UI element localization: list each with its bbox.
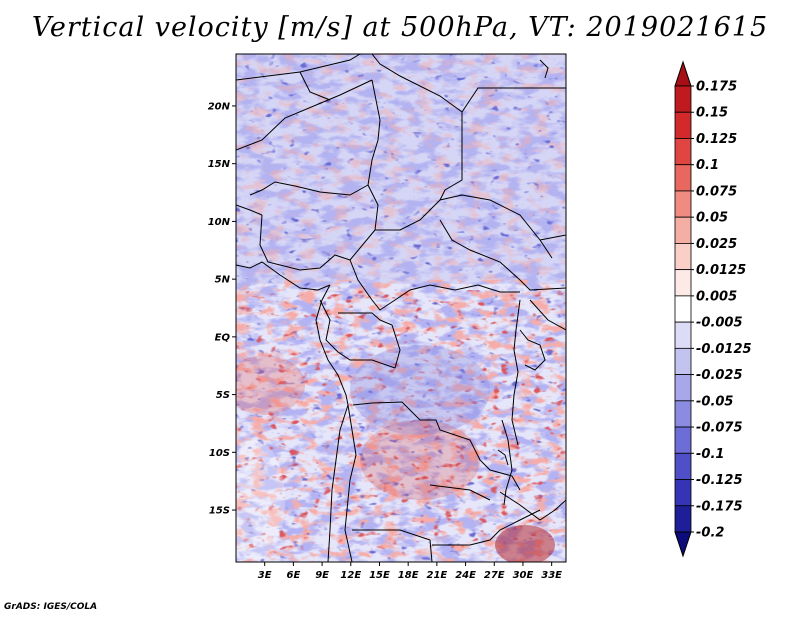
- colorbar-swatch: [674, 138, 692, 166]
- colorbar-label: 0.125: [696, 132, 737, 147]
- colorbar-swatch: [674, 111, 692, 139]
- colorbar-swatch: [674, 216, 692, 244]
- lon-tick-label: 30E: [513, 570, 534, 581]
- colorbar-label: 0.05: [696, 211, 728, 226]
- colorbar-label: -0.125: [696, 473, 743, 488]
- lat-tick-label: 10S: [209, 448, 230, 459]
- lon-tick-label: 27E: [484, 570, 505, 581]
- lon-tick-label: 33E: [541, 570, 562, 581]
- lon-tick-label: 3E: [258, 570, 272, 581]
- map-frame: [235, 53, 567, 563]
- colorbar-label: 0.075: [696, 184, 737, 199]
- lon-tick-label: 18E: [398, 570, 419, 581]
- grads-credit: GrADS: IGES/COLA: [4, 602, 98, 612]
- lon-tick-label: 12E: [340, 570, 361, 581]
- colorbar-label: -0.025: [696, 368, 743, 383]
- map-title: Vertical velocity [m/s] at 500hPa, VT: 2…: [31, 12, 769, 43]
- colorbar-label: 0.15: [696, 106, 728, 121]
- colorbar-label: 0.1: [696, 158, 719, 173]
- colorbar-label: 0.005: [696, 289, 737, 304]
- colorbar-swatch: [674, 164, 692, 192]
- lat-tick-label: 5N: [215, 275, 231, 286]
- colorbar-swatch: [674, 400, 692, 428]
- colorbar-min-arrow: [674, 531, 692, 558]
- colorbar-label: -0.175: [696, 499, 743, 514]
- lon-tick-label: 21E: [426, 570, 447, 581]
- lat-tick-label: 15N: [208, 159, 231, 170]
- lon-tick-label: 9E: [315, 570, 329, 581]
- colorbar-label: -0.005: [696, 316, 743, 331]
- colorbar-swatch: [674, 347, 692, 375]
- colorbar-swatch: [674, 479, 692, 507]
- lat-tick-label: 10N: [208, 217, 231, 228]
- longitude-axis: 3E 6E 9E 12E 15E 18E 21E 24E 27E 30E 33E: [258, 562, 562, 581]
- colorbar-swatch: [674, 505, 692, 533]
- colorbar-label: -0.2: [696, 526, 724, 541]
- lon-tick-label: 24E: [455, 570, 476, 581]
- colorbar-max-arrow: [674, 60, 692, 87]
- colorbar-swatch: [674, 295, 692, 323]
- colorbar-label: 0.0125: [696, 263, 746, 278]
- lat-tick-label: 20N: [208, 101, 231, 112]
- lon-tick-label: 15E: [369, 570, 390, 581]
- colorbar-label: -0.0125: [696, 342, 752, 357]
- colorbar-swatch: [674, 374, 692, 402]
- colorbar-swatch: [674, 452, 692, 480]
- country-borders: [236, 54, 566, 562]
- colorbar-swatch: [674, 85, 692, 113]
- colorbar-swatch: [674, 269, 692, 297]
- lon-tick-label: 6E: [286, 570, 300, 581]
- lat-tick-label: 5S: [216, 390, 230, 401]
- colorbar-swatch: [674, 321, 692, 349]
- colorbar-swatch: [674, 243, 692, 271]
- lat-tick-label: EQ: [215, 332, 231, 343]
- colorbar-label: 0.025: [696, 237, 737, 252]
- velocity-field: [236, 54, 566, 562]
- colorbar-label: -0.075: [696, 421, 743, 436]
- latitude-axis: 20N 15N 10N 5N EQ 5S 10S 15S: [208, 101, 236, 517]
- colorbar-label: -0.1: [696, 447, 724, 462]
- colorbar-label: -0.05: [696, 394, 733, 409]
- lat-tick-label: 15S: [209, 506, 230, 517]
- coastlines: [236, 59, 549, 562]
- colorbar: 0.175 0.15 0.125 0.1 0.075 0.05 0.025 0.0125 0.0…: [674, 60, 752, 558]
- colorbar-swatch: [674, 190, 692, 218]
- colorbar-swatch: [674, 426, 692, 454]
- colorbar-label: 0.175: [696, 80, 737, 95]
